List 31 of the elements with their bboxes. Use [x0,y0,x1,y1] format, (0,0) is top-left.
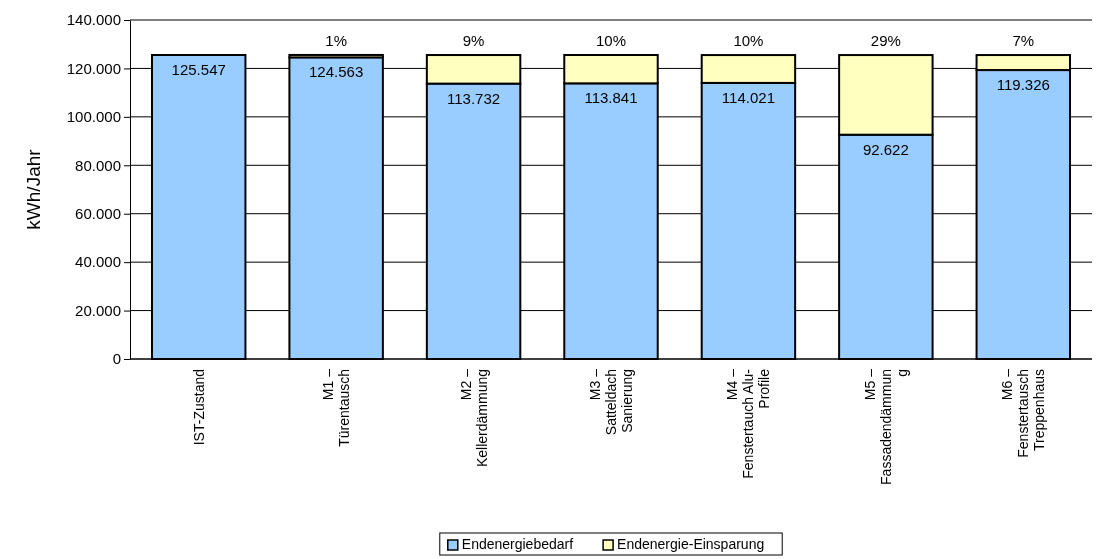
data-label: 125.547 [171,61,226,78]
y-tick-label: 140.000 [66,11,121,29]
annotation: 10% [595,31,627,49]
y-tick-label: 40.000 [75,253,121,271]
annotation: 9% [462,31,485,49]
annotation: 29% [870,31,901,49]
y-tick-label: 120.000 [66,59,121,77]
x-tick-label: M3 – Satteldach Sanierung [587,368,635,436]
x-tick-label: M1 – Türentausch [320,368,353,447]
y-tick-label: 20.000 [75,301,121,319]
x-tick-label: IST-Zustand [190,369,207,446]
x-tick-label: M6 – Fenstertausch Treppenhaus [999,368,1048,458]
y-tick-label: 80.000 [75,156,121,174]
x-tick-label: M2 – Kellerdämmung [457,368,490,468]
data-label: 113.841 [584,89,638,107]
data-label: 124.563 [309,63,364,81]
data-label: 113.732 [447,89,501,107]
legend-label: Endenergie-Einsparung [617,536,765,552]
y-axis-title: kWh/Jahr [23,148,44,230]
y-tick-label: 0 [112,350,121,368]
data-label: 92.622 [862,140,909,158]
x-tick-label: M4 – Fenstertauch Alu- Profile [724,368,773,479]
y-tick-label: 100.000 [66,108,121,126]
legend-label: Endenergiebedarf [461,536,574,552]
y-tick-label: 60.000 [75,205,121,223]
data-label: 119.326 [996,76,1050,94]
x-tick-label: M5 – Fassadendämmun g [861,368,910,485]
annotation: 10% [733,31,764,49]
data-label: 114.021 [721,88,775,106]
annotation: 7% [1012,31,1035,49]
annotation: 1% [325,31,347,49]
